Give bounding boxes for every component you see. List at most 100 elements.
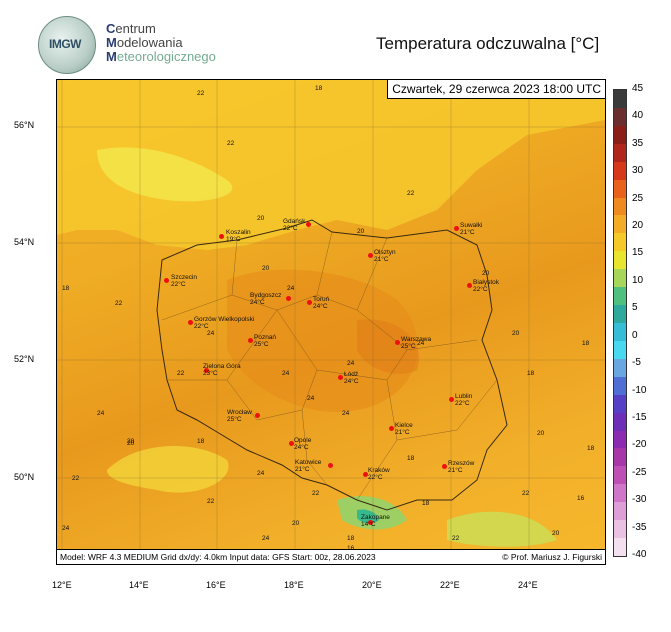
colorbar-label: -15 — [632, 411, 647, 423]
city-dot — [164, 278, 169, 283]
contour-label: 18 — [587, 445, 595, 452]
colorbar-segment — [614, 358, 626, 377]
city-dot — [368, 520, 373, 525]
colorbar-segment — [614, 430, 626, 449]
colorbar-segment — [614, 287, 626, 306]
model-info: Model: WRF 4.3 MEDIUM Grid dx/dy: 4.0km … — [60, 552, 376, 562]
colorbar-segment — [614, 161, 626, 180]
colorbar-segment — [614, 233, 626, 252]
colorbar-segment — [614, 215, 626, 234]
city-label-koszalin: Koszalin 19°C — [226, 229, 251, 243]
contour-label: 18 — [197, 438, 205, 445]
city-dot — [389, 426, 394, 431]
contour-label: 20 — [537, 430, 545, 437]
colorbar-label: -5 — [632, 357, 641, 369]
city-label-kielce: Kielce 21°C — [395, 422, 413, 436]
colorbar-label: 5 — [632, 302, 638, 314]
contour-label: 22 — [227, 140, 235, 147]
contour-label: 16 — [347, 545, 354, 552]
colorbar-label: -30 — [632, 494, 647, 506]
colorbar-label: 20 — [632, 220, 644, 232]
coldest-tatra-area — [357, 509, 379, 524]
logo-text: IMGW — [49, 37, 82, 51]
colorbar-label: 35 — [632, 137, 644, 149]
contour-label: 24 — [97, 410, 105, 417]
colorbar-label: 40 — [632, 110, 644, 122]
city-dot — [328, 463, 333, 468]
contour-label: 22 — [177, 370, 185, 377]
city-dot — [338, 375, 343, 380]
city-dot — [289, 441, 294, 446]
city-label-suwalki: Suwałki 21°C — [460, 222, 483, 236]
colorbar-segment — [614, 90, 626, 108]
city-label-opole: Opole 24°C — [294, 437, 312, 451]
colorbar-segment — [614, 269, 626, 288]
city-dot — [454, 226, 459, 231]
city-dot — [307, 300, 312, 305]
city-dot — [467, 283, 472, 288]
city-label-krakow: Kraków 22°C — [368, 467, 390, 481]
organization-name: Centrum Modelowania Meteorologicznego — [106, 22, 216, 64]
colorbar-segment — [614, 125, 626, 144]
contour-label: 20 — [482, 270, 490, 277]
city-label-gdansk: Gdańsk 22°C — [283, 218, 306, 232]
contour-label: 22 — [407, 190, 415, 197]
colorbar-segment — [614, 340, 626, 359]
city-label-rzeszow: Rzeszów 21°C — [448, 460, 475, 474]
city-label-katowice: Katowice 21°C — [295, 459, 322, 473]
contour-label: 24 — [417, 340, 425, 347]
colorbar-segment — [614, 376, 626, 395]
city-label-zakopane: Zakopane 14°C — [361, 514, 390, 528]
colorbar-label: -20 — [632, 439, 647, 451]
lat-label-56: 56°N — [14, 120, 35, 130]
colorbar-segment — [614, 251, 626, 270]
contour-label: 20 — [292, 520, 300, 527]
city-label-torun: Toruń 24°C — [313, 296, 330, 310]
city-label-szczecin: Szczecin 22°C — [171, 274, 198, 288]
contour-label: 24 — [287, 285, 295, 292]
city-dot — [286, 296, 291, 301]
contour-label: 24 — [207, 330, 215, 337]
city-label-poznan: Poznań 25°C — [254, 334, 277, 348]
lon-label-18: 18°E — [284, 580, 304, 590]
lon-label-16: 16°E — [206, 580, 226, 590]
contour-label: 22 — [312, 490, 320, 497]
city-label-wroclaw: Wrocław 25°C — [227, 409, 252, 423]
contour-label: 20 — [127, 440, 135, 447]
colorbar-label: 45 — [632, 83, 644, 94]
lon-label-24: 24°E — [518, 580, 538, 590]
colorbar-segment — [614, 502, 626, 521]
colorbar-segment — [614, 305, 626, 323]
city-label-bydgoszcz: Bydgoszcz 24°C — [250, 292, 282, 306]
forecast-date: Czwartek, 29 czerwca 2023 18:00 UTC — [387, 80, 605, 99]
contour-label: 18 — [407, 455, 415, 462]
cool-carpathian-area — [447, 511, 557, 547]
colorbar-segment — [614, 179, 626, 198]
city-dot — [219, 234, 224, 239]
colorbar-segment — [614, 520, 626, 539]
contour-label: 18 — [315, 85, 323, 92]
contour-label: 18 — [347, 535, 355, 542]
city-label-olsztyn: Olsztyn 21°C — [374, 249, 396, 263]
colorbar-label: 10 — [632, 274, 644, 286]
contour-label: 20 — [257, 215, 265, 222]
city-label-bialystok: Białystok 22°C — [473, 279, 500, 293]
contour-label: 24 — [262, 535, 270, 542]
contour-label: 22 — [72, 475, 80, 482]
contour-label: 20 — [552, 530, 560, 537]
colorbar-label: -25 — [632, 466, 647, 478]
voivodeship-boundaries — [161, 231, 498, 501]
colorbar-segment — [614, 448, 626, 467]
city-dot — [449, 397, 454, 402]
colorbar-segment — [614, 484, 626, 503]
contour-label: 20 — [512, 330, 520, 337]
city-dot — [188, 320, 193, 325]
cool-sea-patch — [97, 147, 233, 202]
org-line-3: Meteorologicznego — [106, 49, 216, 64]
city-dot — [395, 340, 400, 345]
lon-label-12: 12°E — [52, 580, 72, 590]
city-dot — [306, 222, 311, 227]
contour-label: 24 — [62, 525, 70, 532]
lon-label-22: 22°E — [440, 580, 460, 590]
colorbar-label: 25 — [632, 192, 644, 204]
